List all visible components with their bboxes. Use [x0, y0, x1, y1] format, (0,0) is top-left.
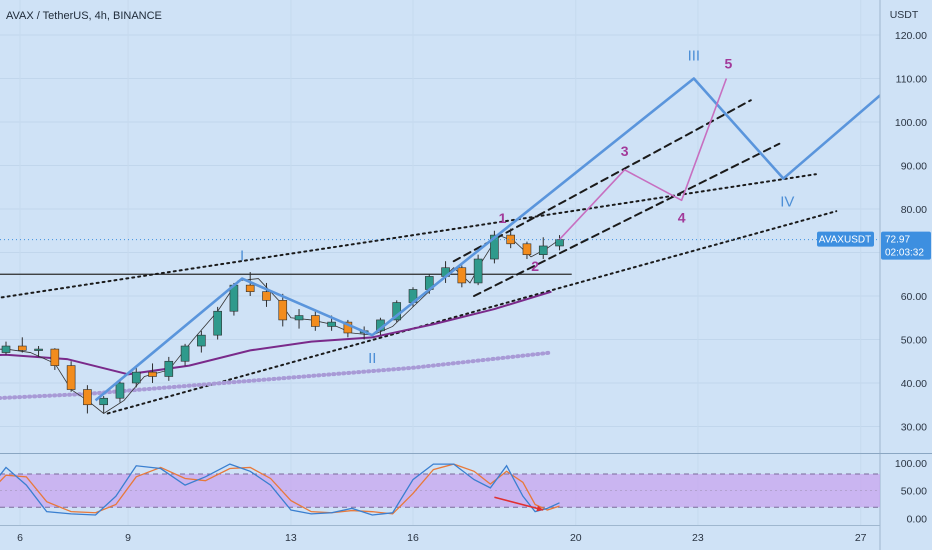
- candle-body: [278, 300, 288, 321]
- wave-label-iv: IV: [780, 194, 794, 211]
- badge-symbol-box: [817, 231, 874, 247]
- candle-body: [522, 243, 532, 255]
- dashed-trendline: [452, 99, 752, 263]
- elliott-wave-projection: [94, 48, 932, 402]
- dotted-trendline: [106, 210, 838, 415]
- candle-body: [311, 315, 320, 327]
- candle-body: [473, 258, 483, 284]
- price-tick-label: 50.00: [901, 335, 927, 347]
- candle-body: [164, 360, 174, 377]
- candle-body: [34, 348, 43, 351]
- trendlines: [0, 99, 838, 415]
- long-average-line: [0, 350, 554, 401]
- badge-price-box: [881, 231, 931, 260]
- wave-label-ii: II: [368, 350, 376, 367]
- sub-wave-label-2: 2: [531, 258, 539, 274]
- wave-labels: IIIIIIIVV12345: [240, 48, 794, 368]
- dashed-trendline: [473, 142, 781, 297]
- time-tick-label: 9: [125, 532, 131, 544]
- candle-body: [66, 365, 76, 390]
- divergence-line: [494, 496, 544, 511]
- candle-body: [50, 348, 60, 366]
- candle-body: [180, 345, 190, 362]
- candle-body: [538, 245, 548, 255]
- price-tick-label: 110.00: [896, 74, 927, 86]
- candle-body: [1, 345, 11, 353]
- candle-body: [490, 234, 499, 260]
- time-tick-label: 6: [17, 532, 23, 544]
- price-axis-panel[interactable]: [880, 0, 932, 550]
- price-tick-label: 80.00: [901, 204, 927, 216]
- price-tick-label: 100.00: [895, 117, 927, 129]
- oscillator-band: [0, 473, 880, 508]
- dotted-trendline: [0, 173, 817, 299]
- long-moving-average: [0, 350, 554, 401]
- candle-body: [148, 371, 157, 377]
- time-tick-label: 20: [570, 532, 582, 544]
- candle-body: [99, 397, 108, 406]
- candle-body: [115, 382, 125, 399]
- time-axis[interactable]: 691316202327Oct: [17, 532, 932, 544]
- candle-body: [262, 291, 271, 301]
- price-tick-label: 30.00: [901, 422, 927, 434]
- candle-body: [457, 267, 467, 284]
- oscillator-tick-label: 0.00: [907, 513, 928, 525]
- sub-wave-line: [558, 78, 728, 240]
- wave-projection-line: [94, 48, 932, 402]
- currency-label: USDT: [890, 9, 919, 21]
- candle-body: [213, 310, 222, 336]
- sub-wave-projection: [558, 78, 728, 240]
- candle-body: [555, 239, 564, 247]
- price-tick-label: 90.00: [901, 161, 927, 173]
- time-tick-label: 23: [692, 532, 704, 544]
- wave-label-i: I: [240, 248, 244, 265]
- price-grid: [0, 34, 880, 427]
- time-tick-label: 27: [855, 532, 867, 544]
- oscillator-tick-label: 100.00: [895, 458, 927, 470]
- sub-wave-label-4: 4: [678, 209, 686, 225]
- oscillator-tick-label: 50.00: [901, 486, 927, 498]
- candle-body: [131, 371, 141, 384]
- candle-body: [197, 334, 206, 347]
- candlesticks: [1, 228, 564, 414]
- candle-body: [327, 321, 336, 327]
- candle-body: [506, 234, 515, 245]
- price-tick-label: 40.00: [901, 378, 927, 390]
- sub-wave-label-5: 5: [724, 56, 732, 72]
- badge-countdown: 02:03:32: [885, 248, 924, 259]
- badge-price: 72.97: [885, 235, 910, 246]
- oscillator-axis-ticks: 100.00 50.00 0.00: [895, 458, 927, 525]
- badge-symbol: AVAXUSDT: [819, 235, 871, 246]
- candle-body: [245, 284, 255, 292]
- sub-wave-label-3: 3: [621, 143, 629, 159]
- candle-body: [294, 315, 304, 321]
- price-tick-label: 60.00: [901, 291, 927, 303]
- oscillator-lines: [0, 463, 560, 516]
- candle-body: [17, 345, 27, 351]
- candle-body: [83, 389, 92, 406]
- time-tick-label: 16: [407, 532, 419, 544]
- moving-average-line: [0, 290, 552, 376]
- wave-label-iii: III: [688, 48, 701, 65]
- time-tick-label: 13: [285, 532, 297, 544]
- stoch-k-line: [0, 463, 560, 516]
- price-tick-label: 120.00: [895, 30, 927, 42]
- divergence-arrowhead: [536, 505, 544, 512]
- price-badge: AVAXUSDT 72.97 02:03:32: [817, 231, 931, 260]
- symbol-title: AVAX / TetherUS, 4h, BINANCE: [6, 10, 162, 22]
- stoch-d-line: [0, 463, 560, 515]
- sub-wave-label-1: 1: [499, 210, 507, 226]
